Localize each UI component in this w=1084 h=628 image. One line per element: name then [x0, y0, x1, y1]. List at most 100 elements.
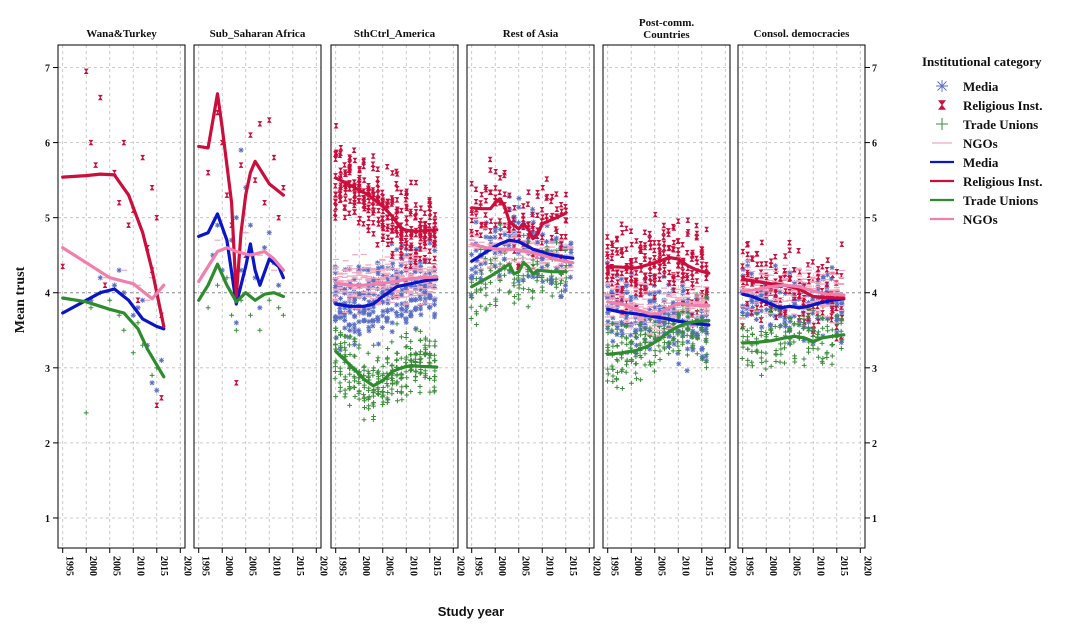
- religious-point: [824, 281, 830, 287]
- religious-point: [680, 241, 685, 248]
- religious-point: [375, 176, 381, 182]
- trade-union-point: [810, 331, 816, 336]
- trade-union-point: [483, 292, 489, 298]
- trade-union-point: [338, 371, 343, 377]
- religious-point: [619, 270, 625, 276]
- trade-union-point: [347, 402, 353, 408]
- trade-union-point: [394, 321, 400, 327]
- trade-union-point: [474, 289, 479, 295]
- legend-label: Religious Inst.: [963, 98, 1042, 113]
- trade-union-point: [380, 363, 386, 369]
- religious-point: [810, 259, 816, 265]
- trade-union-point: [107, 297, 113, 303]
- trade-union-point: [408, 351, 414, 357]
- media-point: [418, 312, 424, 318]
- media-point: [530, 206, 536, 212]
- trade-union-point: [829, 327, 835, 333]
- religious-point: [614, 236, 620, 243]
- media-point: [384, 318, 390, 324]
- trade-union-point: [417, 357, 423, 362]
- media-point: [366, 324, 372, 330]
- media-point: [619, 299, 625, 305]
- trade-union-point: [395, 398, 400, 404]
- media-point: [413, 246, 419, 252]
- religious-point: [238, 162, 244, 168]
- religious-point: [609, 249, 615, 255]
- trade-union-point: [815, 346, 821, 352]
- trade-union-point: [88, 305, 94, 311]
- trade-union-point: [487, 302, 493, 307]
- media-point: [346, 334, 352, 340]
- media-point: [389, 307, 395, 313]
- media-point: [219, 267, 225, 273]
- trade-union-point: [609, 327, 615, 333]
- legend-item: Media: [930, 155, 999, 170]
- religious-point: [233, 380, 239, 386]
- x-tick-label: 2000: [223, 556, 234, 576]
- trade-union-point: [488, 268, 494, 274]
- trade-union-point: [399, 334, 404, 340]
- religious-point: [642, 273, 648, 279]
- trade-union-point: [605, 366, 611, 372]
- media-point: [834, 288, 840, 295]
- legend-item: NGOs: [930, 212, 998, 227]
- trade-union-point: [801, 316, 807, 322]
- media-point: [337, 305, 343, 311]
- x-tick-label: 2000: [87, 556, 98, 576]
- religious-point: [366, 215, 372, 222]
- religious-point: [280, 184, 286, 191]
- trade-union-point: [694, 351, 700, 357]
- trade-union-point: [623, 334, 629, 340]
- religious-point: [332, 151, 338, 157]
- trade-union-point: [431, 384, 437, 390]
- trade-union-point: [371, 389, 377, 395]
- media-point: [796, 296, 802, 302]
- media-point: [422, 283, 428, 289]
- media-point: [568, 246, 574, 252]
- media-point: [352, 329, 358, 335]
- religious-point: [539, 234, 545, 241]
- religious-point: [427, 232, 433, 238]
- media-point: [562, 282, 569, 288]
- x-tick-label: 2020: [454, 556, 465, 576]
- media-point: [342, 310, 348, 316]
- religious-point: [398, 242, 404, 248]
- religious-point: [558, 201, 564, 208]
- religious-point: [422, 240, 428, 246]
- trade-union-point: [427, 375, 433, 381]
- trade-union-point: [384, 395, 390, 401]
- religious-point: [385, 198, 391, 205]
- legend-item: Trade Unions: [930, 193, 1038, 208]
- media-point: [703, 353, 709, 359]
- trade-union-point: [816, 329, 821, 335]
- media-point: [351, 321, 357, 328]
- religious-point: [380, 236, 386, 243]
- trade-union-point: [534, 278, 540, 284]
- trade-union-point: [703, 329, 709, 335]
- media-point: [366, 311, 372, 317]
- media-point: [393, 309, 399, 316]
- media-point: [111, 282, 118, 288]
- trade-union-point: [787, 341, 793, 347]
- religious-point: [661, 229, 667, 235]
- media-point: [824, 272, 831, 278]
- trade-union-point: [332, 369, 338, 374]
- trade-union-point: [347, 333, 353, 339]
- religious-point: [393, 180, 399, 187]
- religious-point: [829, 313, 834, 319]
- trade-union-point: [371, 342, 377, 348]
- trade-union-point: [394, 357, 400, 363]
- trade-union-point: [768, 326, 774, 332]
- religious-point: [432, 212, 438, 218]
- religious-point: [497, 175, 503, 181]
- trade-union-point: [365, 373, 371, 379]
- media-point: [135, 305, 141, 311]
- trade-union-point: [656, 330, 662, 336]
- religious-point: [361, 177, 367, 183]
- religious-point: [338, 144, 344, 151]
- media-point: [605, 294, 611, 301]
- religious-point: [385, 241, 391, 248]
- religious-point: [815, 266, 821, 272]
